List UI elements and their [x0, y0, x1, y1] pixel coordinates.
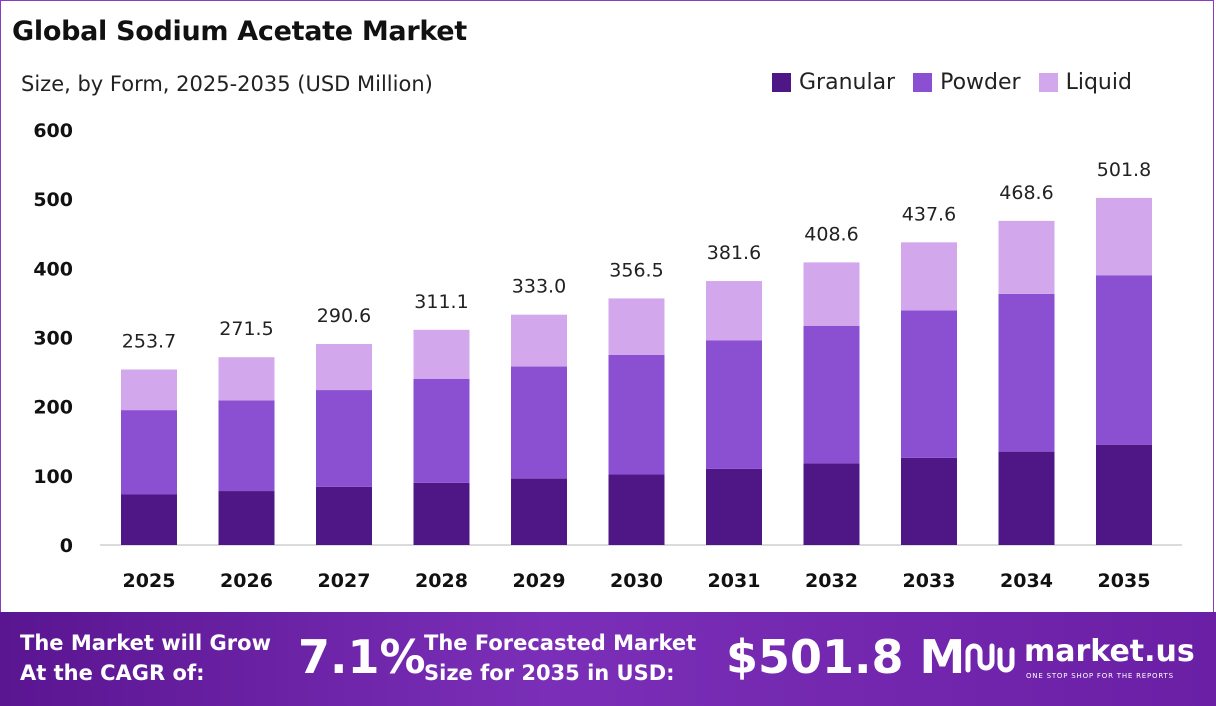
legend: Granular Powder Liquid	[772, 70, 1132, 95]
forecast-value: $501.8 M	[726, 630, 966, 684]
x-tick-label: 2035	[1098, 570, 1151, 592]
bar-segment-liquid-2027	[316, 344, 372, 391]
bar-segment-granular-2029	[511, 478, 567, 545]
x-tick-label: 2029	[513, 570, 566, 592]
bar-total-label-2028: 311.1	[414, 291, 468, 313]
bar-segment-granular-2028	[413, 482, 470, 545]
bar-total-label-2026: 271.5	[219, 318, 273, 340]
bar-total-label-2033: 437.6	[902, 203, 956, 225]
bars: 253.7 271.5 290.6 311.1 333.0 356.5 381.6 408.6…	[121, 159, 1152, 545]
x-tick-label: 2033	[903, 570, 956, 592]
bar-segment-powder-2025	[121, 410, 177, 495]
bar-segment-powder-2028	[413, 379, 470, 483]
legend-swatch-powder	[913, 73, 933, 92]
bar-segment-powder-2034	[998, 293, 1055, 452]
bar-segment-powder-2029	[511, 366, 567, 479]
chart-title: Global Sodium Acetate Market	[12, 16, 467, 47]
x-tick-label: 2032	[805, 570, 858, 592]
bar-segment-powder-2026	[218, 400, 275, 492]
bar-segment-granular-2025	[121, 494, 177, 545]
bar-segment-liquid-2032	[803, 262, 860, 326]
y-tick-label: 400	[33, 258, 73, 280]
cagr-label-line1: The Market will Grow	[20, 631, 271, 655]
bar-segment-liquid-2029	[511, 314, 567, 367]
bar-segment-granular-2031	[706, 468, 762, 545]
bar-segment-liquid-2031	[706, 281, 762, 341]
y-tick-label: 300	[33, 328, 73, 350]
bar-segment-powder-2030	[608, 354, 665, 475]
bar-total-label-2029: 333.0	[512, 276, 566, 298]
bar-segment-granular-2035	[1096, 444, 1152, 545]
bar-segment-liquid-2026	[218, 357, 275, 401]
chart-subtitle: Size, by Form, 2025-2035 (USD Million)	[21, 72, 433, 96]
y-axis: 0 100 200 300 400 500 600	[33, 120, 73, 557]
y-tick-label: 100	[33, 466, 73, 488]
bar-segment-liquid-2033	[901, 242, 957, 311]
footer-banner: The Market will Grow At the CAGR of: 7.1…	[0, 612, 1216, 706]
bar-segment-liquid-2035	[1096, 197, 1152, 276]
bar-segment-powder-2031	[706, 340, 762, 469]
x-tick-label: 2027	[318, 570, 371, 592]
x-tick-label: 2034	[1000, 570, 1053, 592]
bar-segment-liquid-2034	[998, 220, 1055, 294]
x-tick-label: 2028	[415, 570, 468, 592]
cagr-value: 7.1%	[298, 630, 426, 684]
bar-segment-liquid-2028	[413, 329, 470, 379]
bar-segment-granular-2033	[901, 457, 957, 545]
x-axis: 2025 2026 2027 2028 2029 2030 2031 2032 2033 2034…	[123, 570, 1151, 592]
forecast-label-line2: Size for 2035 in USD:	[424, 661, 675, 685]
bar-total-label-2030: 356.5	[609, 259, 663, 281]
bar-segment-powder-2027	[316, 390, 372, 487]
legend-swatch-granular	[772, 73, 791, 92]
bar-segment-granular-2027	[316, 486, 372, 545]
x-tick-label: 2026	[220, 570, 273, 592]
y-tick-label: 200	[33, 397, 73, 419]
bar-segment-granular-2030	[608, 474, 665, 545]
forecast-label-line1: The Forecasted Market	[424, 631, 697, 655]
legend-label-granular: Granular	[799, 70, 896, 95]
stacked-bar-chart: 0 100 200 300 400 500 600 253.7 271.5 290.6 311.1…	[33, 120, 1182, 592]
bar-total-label-2025: 253.7	[122, 331, 176, 353]
x-tick-label: 2031	[708, 570, 761, 592]
bar-segment-powder-2035	[1096, 275, 1152, 445]
legend-label-liquid: Liquid	[1065, 70, 1132, 95]
bar-total-label-2034: 468.6	[999, 182, 1053, 204]
bar-segment-powder-2032	[803, 325, 860, 464]
legend-swatch-liquid	[1038, 73, 1058, 92]
legend-item-liquid: Liquid	[1038, 70, 1132, 95]
bar-segment-liquid-2025	[121, 369, 177, 411]
brand-name: market.us	[1024, 634, 1195, 669]
forecast-label: The Forecasted Market Size for 2035 in U…	[424, 628, 696, 688]
y-tick-label: 500	[33, 189, 73, 211]
y-tick-label: 0	[60, 535, 73, 557]
cagr-label: The Market will Grow At the CAGR of:	[20, 628, 271, 688]
bar-segment-granular-2034	[998, 451, 1055, 545]
bar-segment-granular-2026	[218, 491, 275, 545]
bar-total-label-2035: 501.8	[1097, 159, 1151, 181]
brand-tagline: ONE STOP SHOP FOR THE REPORTS	[1026, 672, 1174, 680]
bar-segment-liquid-2030	[608, 298, 665, 355]
bar-segment-granular-2032	[803, 463, 860, 545]
bar-total-label-2031: 381.6	[707, 242, 761, 264]
bar-total-label-2032: 408.6	[804, 223, 858, 245]
bar-total-label-2027: 290.6	[317, 305, 371, 327]
x-tick-label: 2025	[123, 570, 176, 592]
x-tick-label: 2030	[610, 570, 663, 592]
cagr-label-line2: At the CAGR of:	[20, 661, 205, 685]
market-us-logo-icon	[965, 643, 1015, 673]
legend-label-powder: Powder	[940, 70, 1021, 95]
y-tick-label: 600	[33, 120, 73, 142]
legend-item-powder: Powder	[913, 70, 1021, 95]
bar-segment-powder-2033	[901, 310, 957, 458]
legend-item-granular: Granular	[772, 70, 895, 95]
